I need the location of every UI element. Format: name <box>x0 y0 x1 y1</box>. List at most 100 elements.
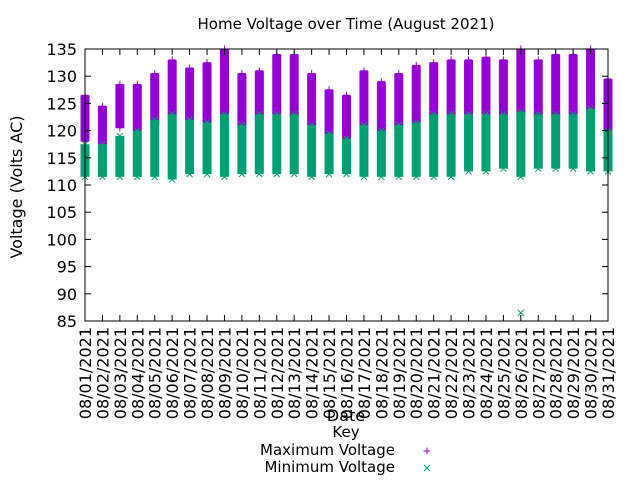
data-point <box>273 170 281 178</box>
data-point <box>325 170 333 178</box>
data-point <box>343 135 350 143</box>
x-tick-label: 08/05/2021 <box>146 327 165 419</box>
data-point <box>343 91 350 99</box>
plot-area: 85 90 95 100 105 110 115 120 125 130 135 08/01/2021… <box>46 40 618 419</box>
data-point <box>168 110 176 118</box>
data-bar-max <box>359 70 369 126</box>
data-bar-max <box>150 73 160 126</box>
series-max <box>80 45 613 148</box>
data-point <box>517 173 525 181</box>
data-point <box>221 173 228 181</box>
data-bar-min <box>167 114 177 180</box>
data-bar-max <box>498 59 508 117</box>
x-tick-label: 08/20/2021 <box>407 327 426 419</box>
data-bar-min <box>289 114 299 175</box>
legend-label-min: Minimum Voltage <box>264 458 395 476</box>
data-bar-max <box>272 54 282 115</box>
data-point <box>569 165 577 173</box>
data-bar-min <box>97 144 107 177</box>
data-point <box>255 110 263 118</box>
data-point <box>308 173 315 181</box>
data-point <box>447 173 455 181</box>
data-point <box>186 64 194 72</box>
data-point <box>412 61 420 69</box>
data-point <box>203 119 211 126</box>
x-tick-label: 08/31/2021 <box>599 327 618 419</box>
data-point <box>552 110 560 118</box>
y-tick-label: 105 <box>46 203 77 222</box>
chart-title: Home Voltage over Time (August 2021) <box>198 15 495 33</box>
data-point <box>343 170 350 178</box>
x-tick-label: 08/04/2021 <box>128 327 147 419</box>
data-point <box>360 173 368 181</box>
data-bar-min <box>446 114 456 177</box>
data-bar-max <box>97 106 107 145</box>
data-point <box>151 173 159 181</box>
x-tick-label: 08/02/2021 <box>93 327 112 419</box>
data-bar-min <box>533 114 543 169</box>
data-bar-min <box>411 122 421 177</box>
x-tick-label: 08/25/2021 <box>494 327 513 419</box>
data-bar-max <box>533 59 543 117</box>
data-point <box>98 102 106 110</box>
data-point <box>430 173 438 181</box>
data-point <box>447 56 455 64</box>
data-point <box>186 116 193 124</box>
data-point <box>412 119 420 126</box>
data-bar-min <box>481 114 491 172</box>
data-point <box>482 168 490 175</box>
data-point <box>482 110 490 118</box>
data-bar-max <box>551 54 561 117</box>
legend-marker-min <box>423 464 431 472</box>
y-tick-label: 130 <box>46 67 77 86</box>
data-point <box>465 56 473 64</box>
x-tick-label: 08/07/2021 <box>181 327 200 419</box>
x-tick-label: 08/10/2021 <box>233 327 252 419</box>
data-bar-max <box>516 49 526 115</box>
data-point <box>569 110 577 118</box>
y-tick-label: 95 <box>57 258 77 277</box>
data-point <box>552 165 560 173</box>
data-point <box>99 140 106 148</box>
data-bar-max <box>568 54 578 115</box>
x-tick-label: 08/06/2021 <box>163 327 182 419</box>
data-point <box>447 110 455 118</box>
x-tick-label: 08/30/2021 <box>582 327 601 419</box>
data-bar-max <box>376 81 386 134</box>
x-tick-label: 08/09/2021 <box>215 327 234 419</box>
data-point <box>395 121 403 129</box>
data-bar-min <box>498 114 508 169</box>
data-bar-max <box>202 62 212 123</box>
data-point-outlier <box>517 309 525 317</box>
data-bar-max <box>219 49 229 115</box>
data-bar-max <box>307 73 317 126</box>
x-tick-label: 08/19/2021 <box>390 327 409 419</box>
data-point <box>430 59 438 67</box>
data-bar-max <box>132 84 142 131</box>
data-point <box>412 173 420 181</box>
data-bar-min <box>516 111 526 177</box>
x-tick-label: 08/08/2021 <box>198 327 217 419</box>
data-point <box>133 173 141 181</box>
data-point <box>151 116 159 124</box>
data-point <box>587 168 594 175</box>
data-point <box>151 69 159 77</box>
legend-marker-max <box>423 447 431 455</box>
data-point <box>378 173 385 181</box>
data-point <box>290 110 298 118</box>
y-tick-label: 135 <box>46 40 77 59</box>
data-point <box>238 170 246 178</box>
data-point <box>186 170 193 178</box>
data-bar-max <box>586 49 596 112</box>
data-point <box>430 110 438 118</box>
legend-label-max: Maximum Voltage <box>260 441 395 459</box>
legend-title: Key <box>332 423 359 441</box>
data-point <box>116 124 124 132</box>
data-bar-min <box>219 114 229 177</box>
data-point <box>395 173 403 181</box>
data-point <box>325 86 333 94</box>
data-bar-max <box>342 95 351 139</box>
data-point <box>168 56 176 64</box>
x-tick-label: 08/29/2021 <box>564 327 583 419</box>
